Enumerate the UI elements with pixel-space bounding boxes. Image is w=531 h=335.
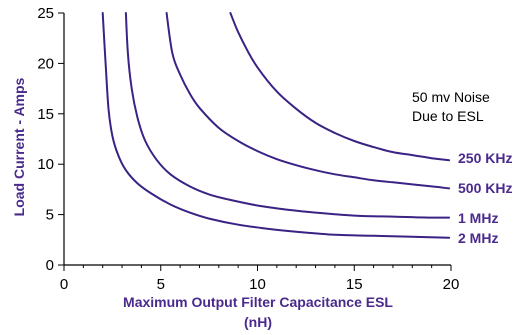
- series-lines: [101, 12, 451, 239]
- noise-annotation-line-2: Due to ESL: [412, 108, 484, 124]
- series-label-1mhz: 1 MHz: [458, 210, 498, 226]
- x-tick-label: 5: [157, 276, 165, 293]
- series-line-2mhz: [101, 12, 451, 239]
- y-tick-label: 10: [37, 156, 54, 173]
- x-tick-label: 20: [443, 276, 460, 293]
- y-tick-label: 20: [37, 55, 54, 72]
- series-line-1mhz: [124, 12, 451, 219]
- y-tick-label: 25: [37, 5, 54, 22]
- series-label-2mhz: 2 MHz: [458, 230, 498, 246]
- x-axis-unit: (nH): [244, 314, 272, 330]
- y-axis-title: Load Current - Amps: [11, 77, 27, 216]
- series-line-500khz: [165, 12, 451, 190]
- series-line-250khz: [229, 12, 451, 162]
- ticks: 0 5 10 15 20 0 5 10 15 20 25: [37, 5, 459, 293]
- series-label-250khz: 250 KHz: [458, 150, 512, 166]
- noise-annotation-line-1: 50 mv Noise: [412, 89, 490, 105]
- x-tick-label: 0: [60, 276, 68, 293]
- series-label-500khz: 500 KHz: [458, 180, 512, 196]
- y-tick-label: 15: [37, 106, 54, 123]
- x-tick-label: 15: [346, 276, 363, 293]
- x-axis-title: Maximum Output Filter Capacitance ESL: [123, 294, 393, 310]
- x-tick-label: 10: [249, 276, 266, 293]
- y-tick-label: 0: [46, 257, 54, 274]
- y-tick-label: 5: [46, 207, 54, 224]
